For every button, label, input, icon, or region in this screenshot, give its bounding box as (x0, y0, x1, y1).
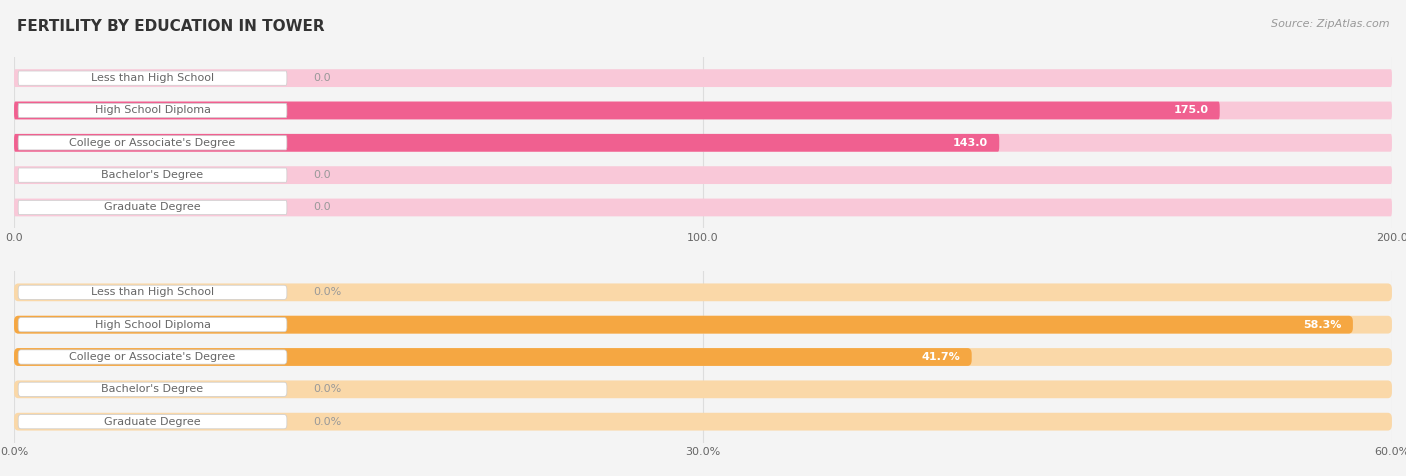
FancyBboxPatch shape (14, 198, 1392, 217)
FancyBboxPatch shape (14, 348, 972, 366)
FancyBboxPatch shape (18, 317, 287, 332)
FancyBboxPatch shape (18, 168, 287, 182)
FancyBboxPatch shape (14, 101, 1392, 119)
FancyBboxPatch shape (14, 380, 1392, 398)
FancyBboxPatch shape (14, 316, 1392, 334)
Text: 143.0: 143.0 (953, 138, 988, 148)
FancyBboxPatch shape (14, 166, 1392, 184)
FancyBboxPatch shape (18, 136, 287, 150)
FancyBboxPatch shape (14, 134, 1392, 152)
Text: Less than High School: Less than High School (91, 73, 214, 83)
FancyBboxPatch shape (14, 316, 1353, 334)
Text: College or Associate's Degree: College or Associate's Degree (69, 352, 236, 362)
FancyBboxPatch shape (14, 283, 1392, 301)
FancyBboxPatch shape (14, 69, 1392, 87)
Text: High School Diploma: High School Diploma (94, 320, 211, 330)
Text: 0.0: 0.0 (314, 73, 330, 83)
Text: Bachelor's Degree: Bachelor's Degree (101, 170, 204, 180)
Text: 41.7%: 41.7% (922, 352, 960, 362)
Text: College or Associate's Degree: College or Associate's Degree (69, 138, 236, 148)
Text: 175.0: 175.0 (1174, 106, 1209, 116)
FancyBboxPatch shape (14, 348, 1392, 366)
FancyBboxPatch shape (14, 101, 1220, 119)
Text: Graduate Degree: Graduate Degree (104, 416, 201, 426)
Text: 0.0: 0.0 (314, 202, 330, 212)
FancyBboxPatch shape (14, 134, 1000, 152)
FancyBboxPatch shape (18, 103, 287, 118)
FancyBboxPatch shape (14, 413, 1392, 431)
Text: Source: ZipAtlas.com: Source: ZipAtlas.com (1271, 19, 1389, 29)
Text: 0.0%: 0.0% (314, 288, 342, 298)
Text: High School Diploma: High School Diploma (94, 106, 211, 116)
FancyBboxPatch shape (18, 200, 287, 215)
Text: FERTILITY BY EDUCATION IN TOWER: FERTILITY BY EDUCATION IN TOWER (17, 19, 325, 34)
FancyBboxPatch shape (18, 415, 287, 429)
Text: Bachelor's Degree: Bachelor's Degree (101, 384, 204, 394)
Text: 0.0: 0.0 (314, 170, 330, 180)
Text: 58.3%: 58.3% (1303, 320, 1341, 330)
Text: 0.0%: 0.0% (314, 416, 342, 426)
FancyBboxPatch shape (18, 350, 287, 364)
Text: Less than High School: Less than High School (91, 288, 214, 298)
FancyBboxPatch shape (18, 71, 287, 85)
Text: Graduate Degree: Graduate Degree (104, 202, 201, 212)
FancyBboxPatch shape (18, 382, 287, 397)
FancyBboxPatch shape (18, 285, 287, 299)
Text: 0.0%: 0.0% (314, 384, 342, 394)
